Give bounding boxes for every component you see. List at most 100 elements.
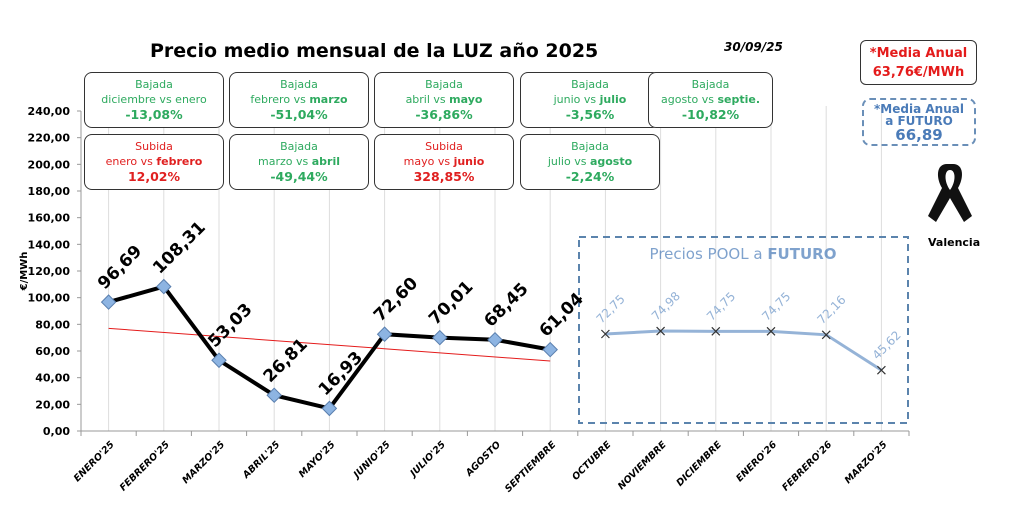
card-percent: -3,56% [565,107,615,122]
data-label: 61,04 [536,289,588,341]
y-tick-label: 160,00 [28,212,71,225]
futures-box [578,236,909,424]
x-tick-label: MARZO'25 [843,439,890,486]
data-point [542,341,558,358]
data-label: 53,03 [204,300,256,352]
y-tick-label: 60,00 [35,345,70,358]
card-percent: -51,04% [270,107,328,122]
y-tick-label: 100,00 [28,292,71,305]
data-label: 74,98 [649,289,683,323]
comparison-card: Bajada junio vs julio -3,56% [520,72,660,128]
y-tick-label: 180,00 [28,185,71,198]
chart-title: Precio medio mensual de la LUZ año 2025 [150,40,599,62]
y-tick-label: 220,00 [28,132,71,145]
y-tick-label: 40,00 [35,372,70,385]
card-percent: 12,02% [127,169,181,184]
card-compare: junio vs julio [553,93,627,106]
card-compare: agosto vs septie. [660,93,761,106]
x-tick-label: ENERO'25 [72,439,117,484]
data-label: 68,45 [480,279,532,331]
x-tick-label: JUNIO'25 [350,439,393,482]
card-compare: abril vs mayo [405,93,483,106]
data-label: 45,62 [870,328,904,362]
card-kind: Bajada [280,78,318,91]
card-kind: Bajada [135,78,173,91]
comparison-card: Bajada diciembre vs enero -13,08% [84,72,224,128]
card-percent: -49,44% [270,169,328,184]
data-label: 96,69 [94,241,146,293]
comparison-card: Subida mayo vs junio 328,85% [374,134,514,190]
comparison-card: Bajada marzo vs abril -49,44% [229,134,369,190]
card-kind: Bajada [280,140,318,153]
y-tick-label: 120,00 [28,265,71,278]
x-tick-label: FEBRERO'25 [118,439,172,493]
series-line [605,329,883,372]
media-anual-value: 63,76€/MWh [872,65,965,80]
data-label: 70,01 [425,277,477,329]
media-anual-box: *Media Anual 63,76€/MWh [860,40,977,85]
card-compare: julio vs agosto [547,155,633,168]
data-point [711,326,721,336]
card-compare: mayo vs junio [403,155,485,168]
card-percent: -2,24% [565,169,615,184]
card-kind: Bajada [691,78,730,91]
x-tick-label: ENERO'26 [734,439,779,484]
data-point [600,329,610,339]
media-futuro-label: *Media Anual [874,102,964,116]
data-point [321,400,338,417]
data-label: 74,75 [704,289,738,323]
data-label: 26,81 [260,335,312,387]
data-label: 72,60 [370,273,422,325]
y-tick-label: 140,00 [28,238,71,251]
card-percent: -13,08% [125,107,183,122]
data-label: 74,75 [759,289,793,323]
card-percent: 328,85% [413,169,475,184]
x-tick-label: MARZO'25 [180,439,227,486]
comparison-card: Bajada agosto vs septie. -10,82% [648,72,773,128]
data-label: 72,75 [594,292,628,326]
comparison-card: Bajada febrero vs marzo -51,04% [229,72,369,128]
data-point [156,278,172,295]
card-compare: enero vs febrero [105,155,203,168]
data-point [821,330,831,340]
media-futuro-box: *Media Anual a FUTURO 66,89 [862,98,976,146]
x-tick-label: OCTUBRE [570,439,614,483]
comparison-card: Subida enero vs febrero 12,02% [84,134,224,190]
x-tick-label: JULIO'25 [407,439,448,480]
y-axis-label: €/MWh [19,252,30,292]
y-tick-label: 200,00 [28,158,71,171]
futures-title: Precios POOL a FUTURO [650,245,837,263]
x-tick-label: DICIEMBRE [674,439,724,489]
card-compare: febrero vs marzo [250,93,348,106]
x-tick-label: ABRIL'25 [240,439,282,481]
y-tick-label: 0,00 [43,425,70,438]
comparison-card: Bajada julio vs agosto -2,24% [520,134,660,190]
data-label: 108,31 [149,218,210,279]
data-point [211,352,227,369]
media-futuro-value: 66,89 [895,126,943,144]
y-tick-label: 80,00 [35,318,70,331]
card-compare: marzo vs abril [258,155,340,168]
y-tick-label: 20,00 [35,398,70,411]
x-tick-label: AGOSTO [463,439,503,479]
card-kind: Subida [135,140,173,153]
media-anual-label: *Media Anual [869,46,968,61]
card-kind: Subida [425,140,463,153]
data-point [487,331,503,348]
data-point [266,387,282,404]
card-percent: -36,86% [415,107,473,122]
card-kind: Bajada [425,78,463,91]
card-kind: Bajada [571,140,609,153]
media-futuro-label2: a FUTURO [885,114,953,128]
card-kind: Bajada [571,78,609,91]
data-label: 72,16 [814,293,848,327]
data-point [766,326,776,336]
trendline [108,327,551,362]
data-point [876,365,886,375]
data-point [432,329,448,346]
card-compare: diciembre vs enero [101,93,207,106]
x-tick-label: FEBRERO'26 [780,439,834,493]
date-label: 30/09/25 [724,40,783,54]
y-tick-label: 240,00 [28,105,71,118]
